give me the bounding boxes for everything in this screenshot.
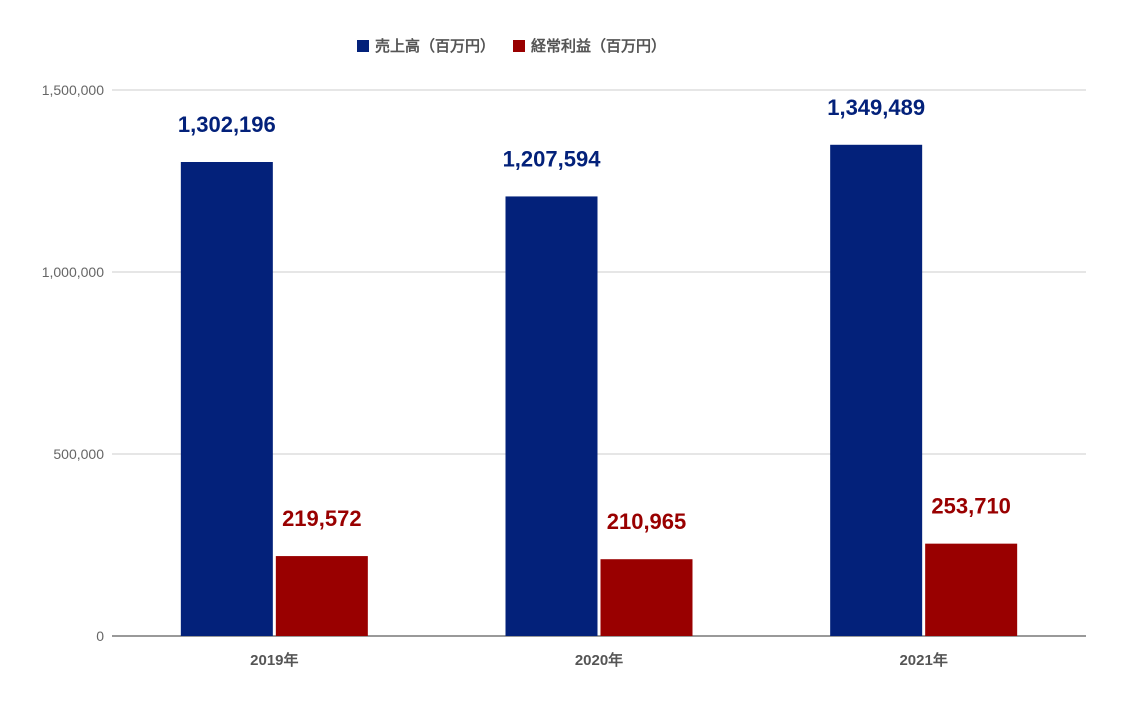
legend-label: 売上高（百万円） <box>375 37 495 55</box>
legend-swatch <box>513 40 525 52</box>
bar-sales-1 <box>180 162 273 636</box>
x-tick-label: 2019年 <box>250 651 298 669</box>
data-label: 1,349,489 <box>827 95 925 120</box>
x-axis: 2019年 2020年 2021年 <box>250 651 948 669</box>
legend: 売上高（百万円） 経常利益（百万円） <box>357 37 666 55</box>
y-tick-label: 1,000,000 <box>42 264 104 280</box>
x-tick-label: 2021年 <box>899 651 947 669</box>
legend-label: 経常利益（百万円） <box>531 37 666 55</box>
y-tick-label: 0 <box>96 628 104 644</box>
y-axis: 0 500,000 1,000,000 1,500,000 <box>42 82 105 644</box>
bar-ordinary-profit-1 <box>275 556 368 636</box>
y-tick-label: 1,500,000 <box>42 82 104 98</box>
bar-ordinary-profit-2 <box>600 559 693 636</box>
bar-ordinary-profit-3 <box>925 543 1018 636</box>
data-label: 1,302,196 <box>178 112 276 137</box>
data-label: 219,572 <box>282 506 362 531</box>
legend-swatch <box>357 40 369 52</box>
data-label: 253,710 <box>931 494 1011 519</box>
bars <box>180 144 1018 636</box>
data-labels: 1,302,196 219,572 1,207,594 210,965 1,349,48… <box>178 95 1011 534</box>
data-label: 210,965 <box>607 509 687 534</box>
y-tick-label: 500,000 <box>53 446 104 462</box>
x-tick-label: 2020年 <box>575 651 623 669</box>
data-label: 1,207,594 <box>503 146 602 171</box>
bar-sales-2 <box>505 196 598 636</box>
bar-sales-3 <box>830 144 923 636</box>
gridlines <box>112 89 1086 637</box>
